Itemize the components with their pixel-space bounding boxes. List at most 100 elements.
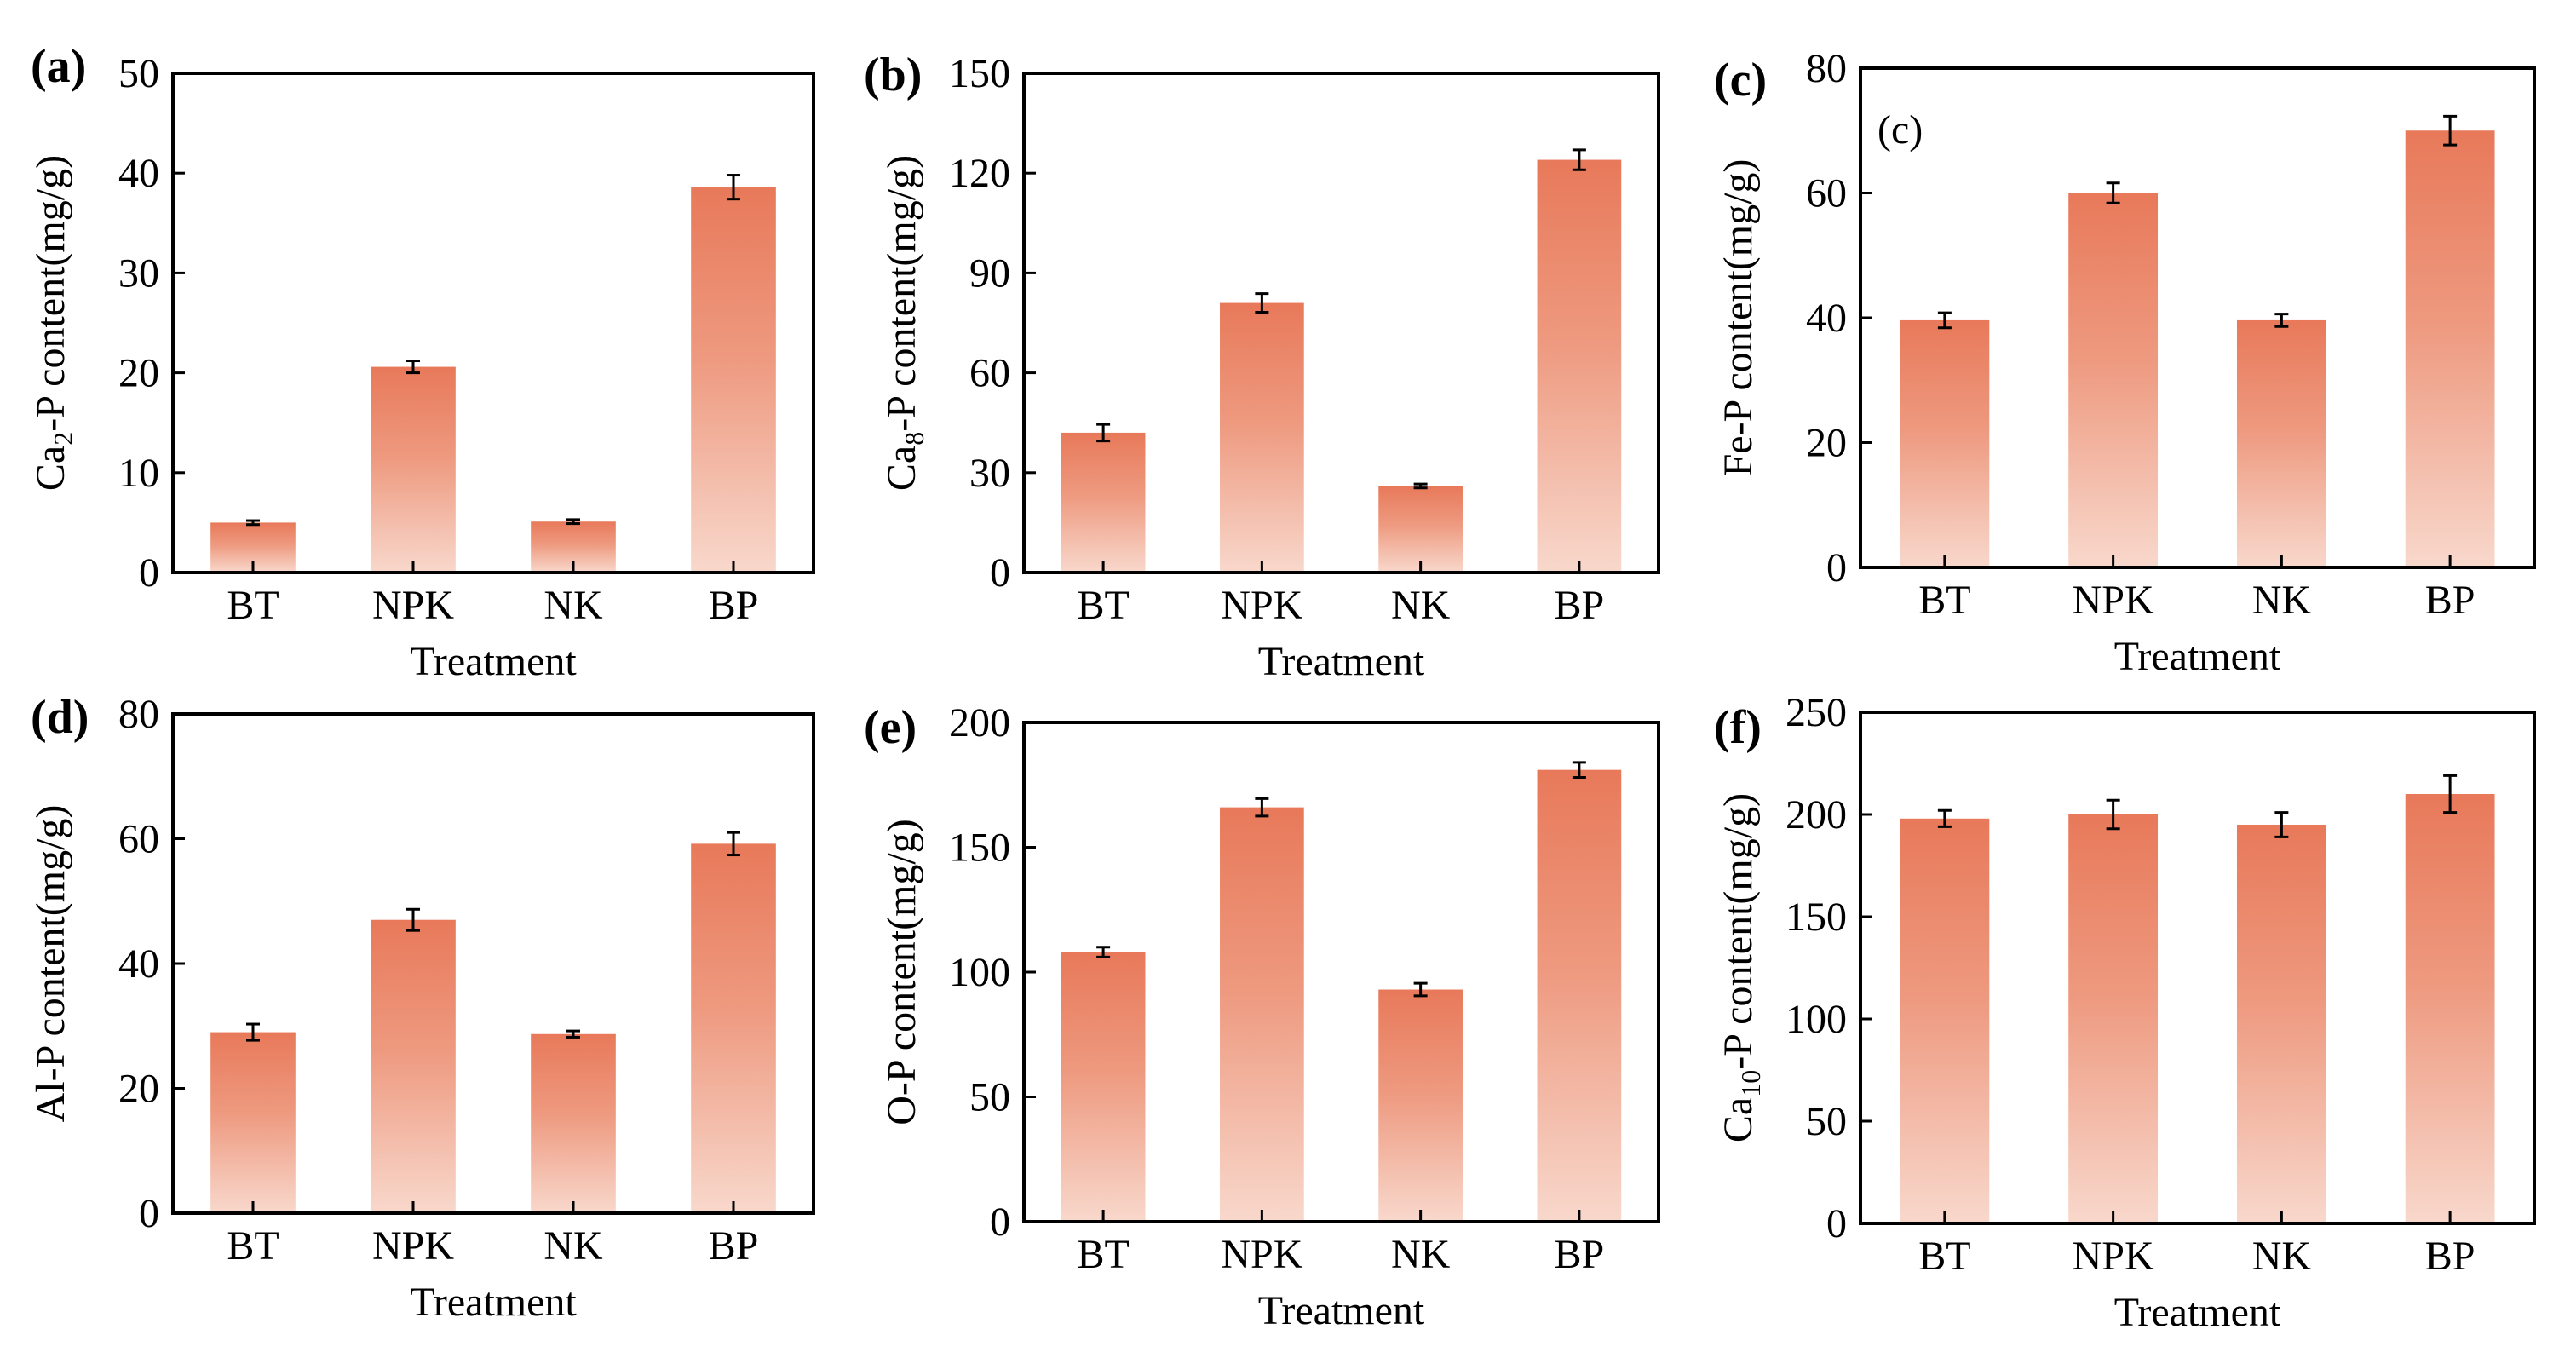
bar-bp xyxy=(2405,794,2495,1223)
error-bar-nk xyxy=(1413,482,1428,490)
chart-panel-6: (f) BT NPK NK BP 0 50 100 150 200 250 Treatment Ca10… xyxy=(1714,690,2536,1335)
error-bar-nk xyxy=(566,518,580,526)
x-tick-label: BP xyxy=(2425,578,2475,623)
chart-panel-3: (c) BT NPK NK BP 0 20 40 60 80 Treatment Fe-P conte… xyxy=(1714,46,2536,679)
y-tick-label: 30 xyxy=(969,451,1010,496)
x-axis-title: Treatment xyxy=(1258,639,1425,684)
panel-label: (b) xyxy=(864,49,922,101)
y-axis-title: O-P content(mg/g) xyxy=(879,819,924,1125)
y-tick-label: 150 xyxy=(949,51,1010,96)
x-tick-label: BP xyxy=(1555,1232,1605,1277)
y-tick-label: 50 xyxy=(969,1075,1010,1120)
y-tick-label: 100 xyxy=(949,950,1010,995)
bar-bt xyxy=(1900,818,1990,1223)
error-bar-npk xyxy=(406,907,420,932)
x-tick-label: NK xyxy=(543,1223,603,1269)
bar-bp xyxy=(1537,159,1622,573)
x-tick-label: NPK xyxy=(2073,1234,2154,1279)
error-bar-bp xyxy=(2443,774,2458,814)
y-tick-label: 100 xyxy=(1785,997,1847,1042)
error-bar-npk xyxy=(406,360,420,375)
error-bar-npk xyxy=(2106,798,2120,831)
x-tick-label: NPK xyxy=(372,583,454,628)
chart-panel-5: (e) BT NPK NK BP 0 50 100 150 200 Treatment O-P con… xyxy=(864,700,1660,1333)
y-tick-label: 20 xyxy=(118,1067,159,1112)
bar-bp xyxy=(691,187,776,573)
error-bar-bt xyxy=(1096,946,1111,958)
x-tick-label: NK xyxy=(2252,1234,2312,1279)
error-bar-bp xyxy=(727,174,740,201)
error-bar-bp xyxy=(1572,761,1586,779)
error-bar-bt xyxy=(1937,311,1952,330)
x-tick-label: NK xyxy=(543,583,603,628)
bar-npk xyxy=(2068,814,2159,1223)
x-tick-label: BT xyxy=(1077,583,1129,628)
plot-frame xyxy=(1859,66,2536,569)
error-bar-npk xyxy=(1255,292,1269,314)
x-axis-title: Treatment xyxy=(1258,1288,1425,1333)
panel-label: (a) xyxy=(31,40,86,93)
plot-frame xyxy=(1022,721,1660,1223)
bar-nk xyxy=(2236,319,2326,567)
bar-bt xyxy=(1061,432,1146,573)
x-tick-label: BP xyxy=(2425,1234,2475,1279)
bar-npk xyxy=(371,919,456,1213)
y-tick-label: 200 xyxy=(1785,792,1847,837)
bar-nk xyxy=(2236,825,2326,1223)
error-bar-bt xyxy=(1937,808,1952,828)
error-bar-nk xyxy=(2274,313,2289,328)
y-tick-label: 40 xyxy=(118,941,159,987)
bar-nk xyxy=(1378,989,1463,1222)
x-tick-label: BP xyxy=(1555,583,1605,628)
chart-panel-2: (b) BT NPK NK BP 0 30 60 90 120 150 Treatment Ca8-P … xyxy=(864,49,1660,684)
error-bar-bt xyxy=(246,519,260,527)
x-tick-label: BT xyxy=(227,583,279,628)
plot-frame xyxy=(1022,72,1660,574)
y-tick-label: 0 xyxy=(1826,1201,1847,1246)
x-tick-label: NPK xyxy=(1221,1232,1302,1277)
bar-bp xyxy=(1537,769,1622,1222)
x-axis-title: Treatment xyxy=(410,1280,577,1325)
panel-annotation: (c) xyxy=(1877,107,1923,152)
bar-bt xyxy=(210,1032,296,1213)
y-axis-title: Fe-P content(mg/g) xyxy=(1716,159,1761,477)
y-tick-label: 0 xyxy=(1826,545,1847,590)
x-axis-title: Treatment xyxy=(2114,1290,2281,1335)
error-bar-nk xyxy=(566,1029,580,1039)
bar-nk xyxy=(1378,486,1463,573)
bar-npk xyxy=(1220,302,1304,573)
x-tick-label: BT xyxy=(1918,1234,1970,1279)
y-tick-label: 120 xyxy=(949,151,1010,196)
y-axis-title: Ca10-P content(mg/g) xyxy=(1716,793,1766,1142)
plot-frame xyxy=(1859,711,2536,1225)
bar-nk xyxy=(531,1033,616,1213)
error-bar-nk xyxy=(2274,811,2289,838)
y-tick-label: 80 xyxy=(118,692,159,737)
y-tick-label: 0 xyxy=(990,550,1010,596)
y-tick-label: 150 xyxy=(1785,895,1847,940)
bar-bp xyxy=(691,843,776,1213)
y-tick-label: 60 xyxy=(969,351,1010,396)
y-tick-label: 50 xyxy=(118,51,159,96)
error-bar-bt xyxy=(246,1022,260,1042)
error-bar-bp xyxy=(1572,148,1586,171)
x-tick-label: NK xyxy=(1391,583,1451,628)
bar-npk xyxy=(371,366,456,573)
y-tick-label: 150 xyxy=(949,826,1010,871)
panel-label: (d) xyxy=(31,691,89,744)
x-tick-label: NK xyxy=(1391,1232,1451,1277)
x-tick-label: BP xyxy=(709,1223,759,1269)
y-axis-title: Ca2-P content(mg/g) xyxy=(28,155,78,491)
error-bar-bp xyxy=(2443,114,2458,147)
bar-bp xyxy=(2405,130,2495,567)
y-tick-label: 80 xyxy=(1806,46,1847,91)
panel-label: (f) xyxy=(1714,701,1762,754)
chart-panel-4: (d) BT NPK NK BP 0 20 40 60 80 Treatment Al-P conte… xyxy=(28,691,815,1325)
x-tick-label: NPK xyxy=(1221,583,1302,628)
x-tick-label: BT xyxy=(227,1223,279,1269)
error-bar-npk xyxy=(1255,797,1269,818)
y-tick-label: 40 xyxy=(118,151,159,196)
bar-npk xyxy=(2068,193,2159,567)
